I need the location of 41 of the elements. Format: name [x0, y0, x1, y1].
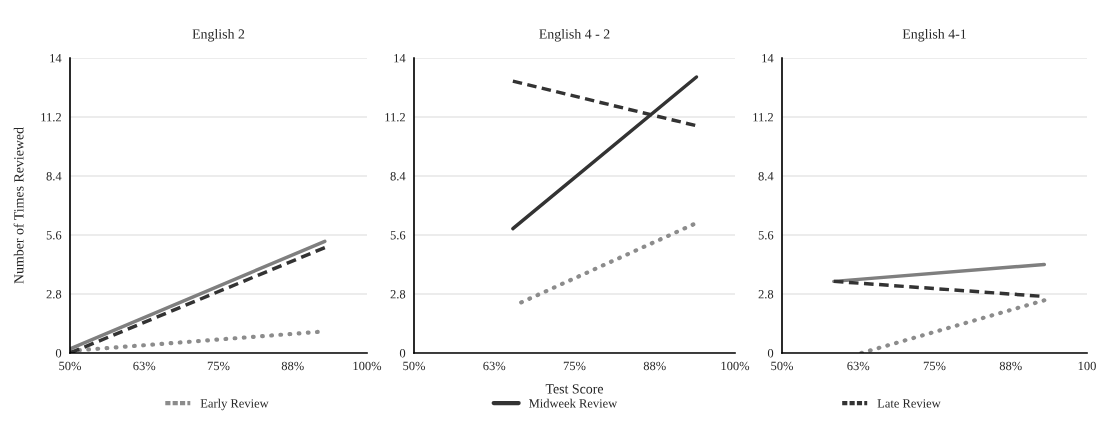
x-tick-label: 75% — [563, 361, 586, 371]
legend-label: Midweek Review — [529, 398, 618, 408]
y-axis-title: Number of Times Reviewed — [13, 127, 24, 284]
x-tick-label: 88% — [999, 361, 1022, 371]
x-tick-label: 50% — [771, 361, 794, 371]
y-tick-label: 0 — [767, 349, 774, 358]
x-tick-label: 100% — [721, 361, 750, 371]
x-tick-label: 100% — [353, 361, 382, 371]
y-tick-label: 0 — [55, 349, 62, 358]
x-tick-label: 88% — [643, 361, 666, 371]
x-tick-label: 63% — [847, 361, 870, 371]
y-tick-label: 2.8 — [390, 290, 406, 299]
y-tick-label: 8.4 — [46, 172, 62, 181]
x-tick-label: 100 — [1078, 361, 1096, 371]
y-tick-label: 11.2 — [385, 113, 405, 122]
x-tick-label: 88% — [281, 361, 304, 371]
y-tick-label: 14 — [762, 54, 774, 63]
chart-title: English 4 - 2 — [539, 28, 610, 42]
y-tick-label: 8.4 — [758, 172, 774, 181]
x-tick-label: 63% — [133, 361, 156, 371]
chart-title: English 4-1 — [902, 28, 966, 42]
y-tick-label: 11.2 — [753, 113, 773, 122]
chart-title: English 2 — [192, 28, 245, 42]
x-tick-label: 50% — [403, 361, 426, 371]
x-tick-label: 63% — [483, 361, 506, 371]
legend-label: Late Review — [877, 399, 941, 408]
y-tick-label: 5.6 — [390, 231, 406, 240]
x-tick-label: 50% — [59, 361, 82, 371]
y-tick-label: 11.2 — [41, 113, 61, 122]
x-axis-title: Test Score — [545, 384, 604, 394]
x-tick-label: 75% — [207, 361, 230, 371]
y-tick-label: 14 — [50, 54, 62, 63]
y-tick-label: 5.6 — [758, 231, 774, 240]
x-tick-label: 75% — [923, 361, 946, 371]
y-tick-label: 2.8 — [758, 290, 774, 299]
y-tick-label: 8.4 — [390, 172, 406, 181]
y-tick-label: 0 — [399, 349, 406, 358]
y-tick-label: 2.8 — [46, 290, 62, 299]
y-tick-label: 5.6 — [46, 231, 62, 240]
legend-label: Early Review — [200, 398, 269, 411]
y-tick-label: 14 — [394, 54, 406, 63]
